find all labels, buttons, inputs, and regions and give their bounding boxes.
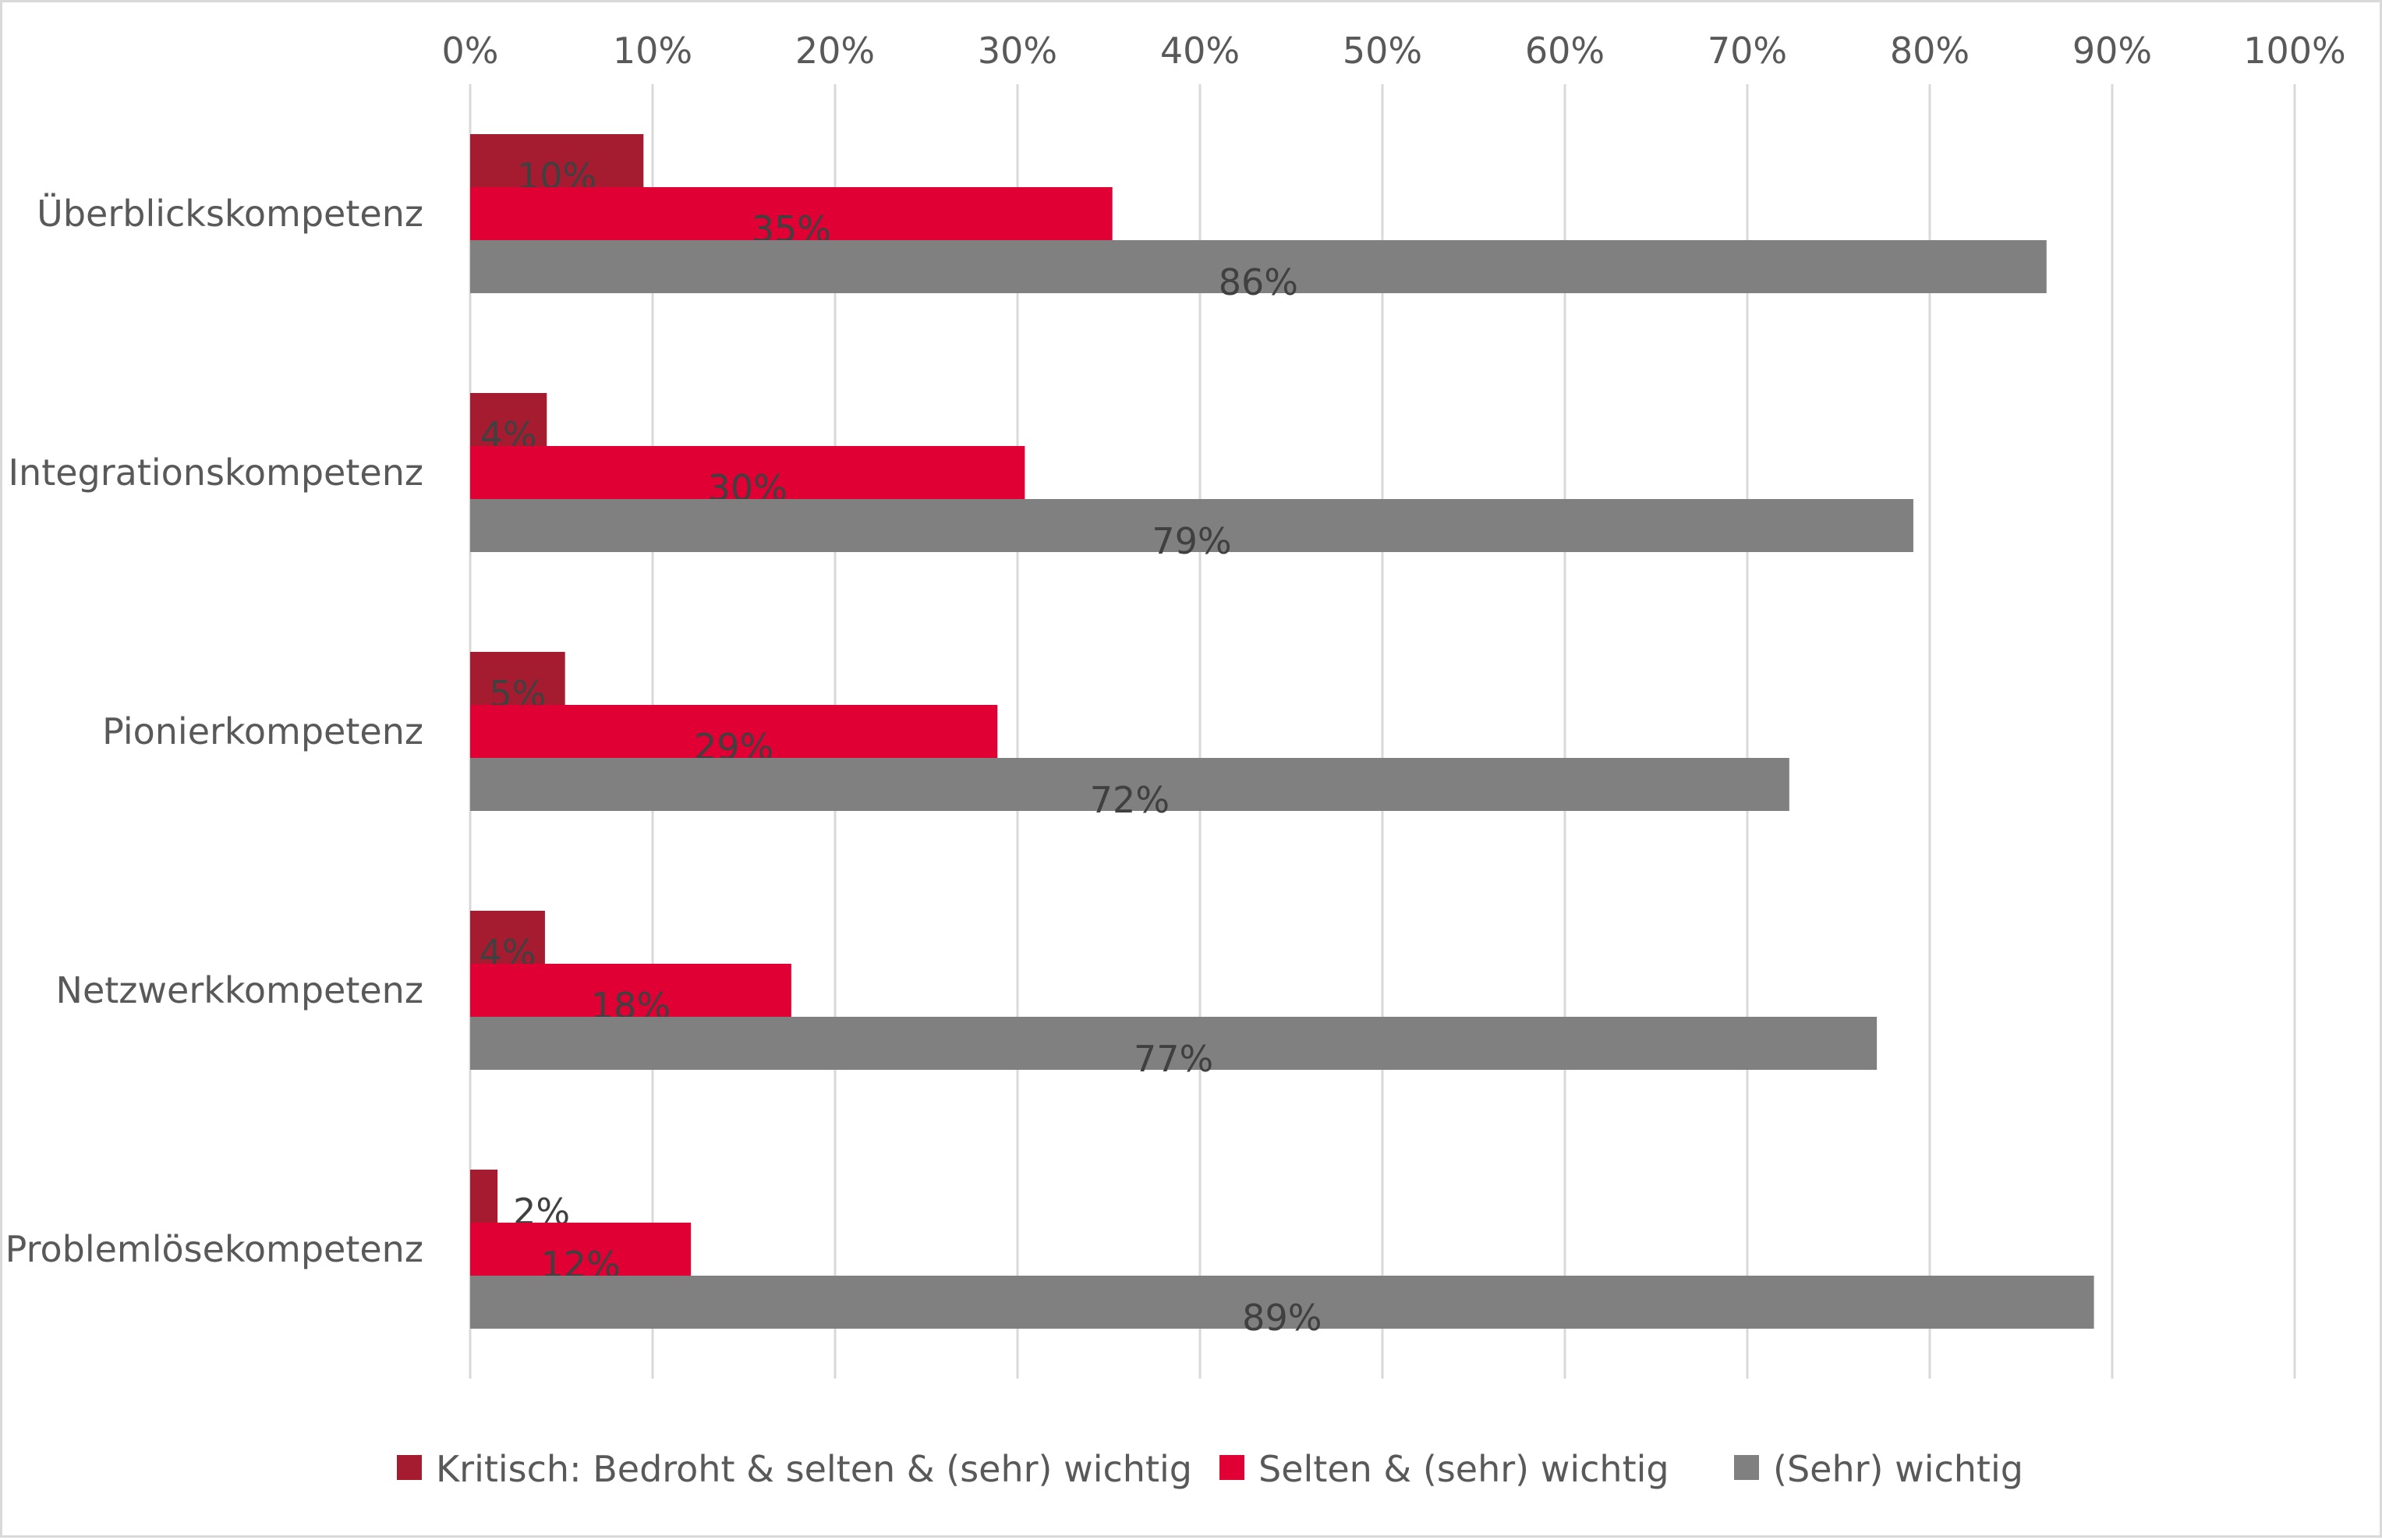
x-axis-ticks: 0% 10% 20% 30% 40% 50% 60% 70% 80% 90% 100% bbox=[442, 30, 2346, 72]
legend-swatch-0 bbox=[397, 1455, 422, 1480]
x-tick-label: 40% bbox=[1160, 30, 1240, 72]
legend-swatch-1 bbox=[1219, 1455, 1244, 1480]
bars: 10%35%86%4%30%79%5%29%72%4%18%77%2%12%89… bbox=[470, 134, 2094, 1339]
legend-label-1: Selten & (sehr) wichtig bbox=[1258, 1448, 1669, 1490]
x-tick-label: 90% bbox=[2072, 30, 2152, 72]
x-tick-label: 30% bbox=[978, 30, 1057, 72]
x-tick-label: 60% bbox=[1525, 30, 1605, 72]
bar-0-1 bbox=[470, 393, 547, 446]
x-tick-label: 50% bbox=[1343, 30, 1422, 72]
bar-2-0 bbox=[470, 240, 2047, 293]
data-label-2-4: 89% bbox=[1242, 1297, 1322, 1339]
x-tick-label: 70% bbox=[1708, 30, 1787, 72]
data-label-2-2: 72% bbox=[1090, 779, 1170, 821]
x-tick-label: 100% bbox=[2243, 30, 2346, 72]
legend-label-0: Kritisch: Bedroht & selten & (sehr) wich… bbox=[436, 1448, 1192, 1490]
bar-1-1 bbox=[470, 446, 1025, 499]
legend-label-2: (Sehr) wichtig bbox=[1773, 1448, 2023, 1490]
legend: Kritisch: Bedroht & selten & (sehr) wich… bbox=[397, 1448, 2023, 1490]
bar-0-4 bbox=[470, 1170, 498, 1223]
category-label: Problemlösekompetenz bbox=[5, 1228, 423, 1270]
category-label: Pionierkompetenz bbox=[102, 710, 423, 752]
bar-1-2 bbox=[470, 705, 998, 758]
x-tick-label: 20% bbox=[795, 30, 875, 72]
category-label: Überblickskompetenz bbox=[37, 193, 423, 235]
gridlines bbox=[469, 84, 2296, 1379]
x-tick-label: 10% bbox=[613, 30, 692, 72]
bar-2-3 bbox=[470, 1017, 1878, 1070]
bar-2-2 bbox=[470, 758, 1789, 811]
legend-swatch-2 bbox=[1734, 1455, 1759, 1480]
category-label: Integrationskompetenz bbox=[8, 451, 423, 494]
bar-0-3 bbox=[470, 911, 545, 964]
bar-1-4 bbox=[470, 1223, 692, 1276]
x-tick-label: 80% bbox=[1890, 30, 1970, 72]
bar-0-0 bbox=[470, 134, 644, 187]
bar-1-3 bbox=[470, 964, 791, 1017]
data-label-2-3: 77% bbox=[1134, 1038, 1213, 1080]
bar-1-0 bbox=[470, 187, 1113, 240]
bar-2-4 bbox=[470, 1276, 2094, 1329]
bar-0-2 bbox=[470, 652, 565, 705]
category-labels: Überblickskompetenz Integrationskompetenz… bbox=[5, 193, 423, 1270]
data-label-2-1: 79% bbox=[1152, 520, 1231, 562]
bar-2-1 bbox=[470, 499, 1913, 552]
category-label: Netzwerkkompetenz bbox=[56, 969, 423, 1011]
x-tick-label: 0% bbox=[442, 30, 499, 72]
data-label-2-0: 86% bbox=[1219, 261, 1298, 303]
